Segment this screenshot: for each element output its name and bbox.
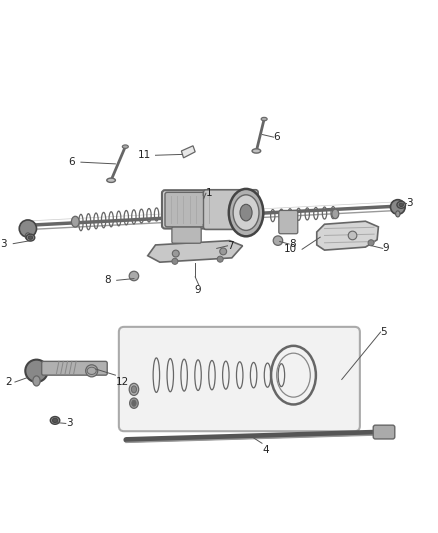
Ellipse shape	[28, 236, 32, 239]
Ellipse shape	[25, 233, 31, 240]
FancyBboxPatch shape	[373, 425, 395, 439]
Text: 1: 1	[206, 188, 212, 198]
Text: 5: 5	[381, 327, 387, 337]
Ellipse shape	[240, 204, 252, 221]
Polygon shape	[181, 146, 195, 158]
Ellipse shape	[399, 203, 403, 207]
Circle shape	[348, 231, 357, 240]
Text: 12: 12	[115, 377, 129, 386]
Circle shape	[220, 248, 226, 255]
Text: 9: 9	[194, 285, 201, 295]
FancyBboxPatch shape	[165, 192, 212, 227]
Ellipse shape	[26, 234, 35, 241]
Ellipse shape	[332, 209, 339, 219]
Polygon shape	[148, 240, 243, 262]
Text: 3: 3	[66, 418, 72, 429]
Circle shape	[19, 220, 36, 237]
Text: 6: 6	[274, 132, 280, 142]
Circle shape	[129, 271, 139, 281]
Text: 7: 7	[227, 241, 234, 251]
Circle shape	[172, 259, 178, 264]
Ellipse shape	[132, 400, 136, 406]
Text: 2: 2	[5, 377, 12, 387]
Text: 11: 11	[138, 150, 152, 160]
Text: 8: 8	[104, 276, 110, 285]
Ellipse shape	[131, 386, 137, 393]
Ellipse shape	[107, 178, 115, 182]
FancyBboxPatch shape	[162, 190, 254, 229]
Polygon shape	[317, 221, 378, 250]
Ellipse shape	[233, 195, 259, 230]
Text: 8: 8	[289, 239, 296, 249]
Circle shape	[391, 200, 405, 214]
FancyBboxPatch shape	[42, 361, 107, 375]
Text: 6: 6	[68, 157, 74, 167]
Text: 3: 3	[406, 198, 413, 208]
Ellipse shape	[397, 201, 406, 208]
Ellipse shape	[122, 145, 128, 148]
Ellipse shape	[53, 418, 58, 423]
FancyBboxPatch shape	[203, 190, 258, 229]
Text: 3: 3	[0, 239, 7, 249]
Ellipse shape	[71, 216, 79, 227]
Circle shape	[86, 365, 98, 377]
Text: 9: 9	[383, 244, 389, 253]
Ellipse shape	[50, 417, 60, 424]
Ellipse shape	[129, 383, 139, 395]
Circle shape	[25, 360, 48, 382]
Circle shape	[368, 240, 374, 246]
Circle shape	[273, 236, 283, 245]
Circle shape	[217, 256, 223, 262]
Ellipse shape	[396, 211, 400, 217]
FancyBboxPatch shape	[172, 227, 201, 243]
Ellipse shape	[229, 189, 263, 236]
Ellipse shape	[130, 398, 138, 408]
Circle shape	[172, 250, 179, 257]
Ellipse shape	[33, 376, 40, 386]
FancyBboxPatch shape	[279, 211, 298, 234]
Ellipse shape	[261, 117, 267, 121]
FancyBboxPatch shape	[119, 327, 360, 431]
Text: 4: 4	[262, 445, 268, 455]
Text: 10: 10	[284, 244, 297, 254]
Ellipse shape	[252, 149, 261, 153]
